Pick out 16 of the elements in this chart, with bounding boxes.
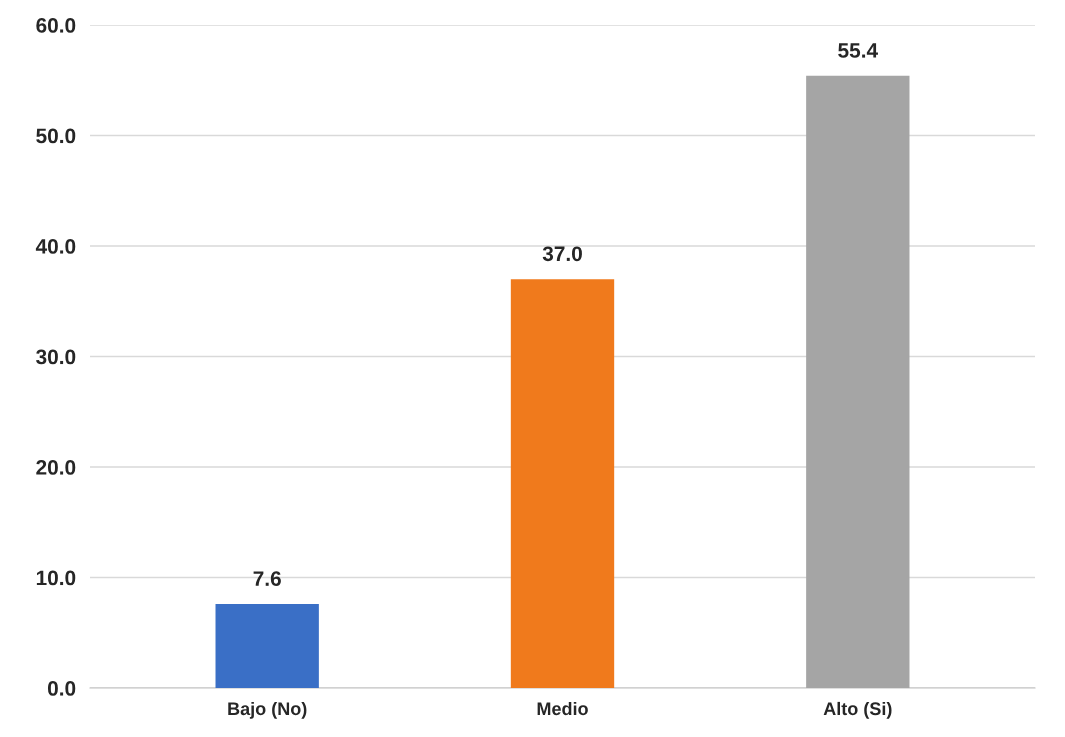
y-tick-label: 40.0 — [35, 239, 76, 254]
y-tick-label: 30.0 — [36, 349, 76, 365]
bar — [806, 75, 910, 688]
data-label: 37.0 — [542, 246, 582, 262]
x-tick-label: Bajo (No) — [228, 701, 307, 719]
y-tick-label: 20.0 — [36, 460, 76, 475]
data-label: 55.4 — [838, 43, 878, 58]
bar — [510, 279, 615, 688]
x-tick-label: Alto (Si) — [823, 701, 892, 719]
y-tick-label: 0.0 — [47, 681, 76, 696]
data-label: 7.6 — [253, 571, 281, 587]
y-tick-label: 10.0 — [36, 570, 76, 586]
x-tick-label: Medio — [537, 701, 588, 716]
y-tick-label: 50.0 — [36, 128, 76, 144]
bar — [215, 604, 319, 688]
y-tick-label: 60.0 — [36, 18, 76, 33]
